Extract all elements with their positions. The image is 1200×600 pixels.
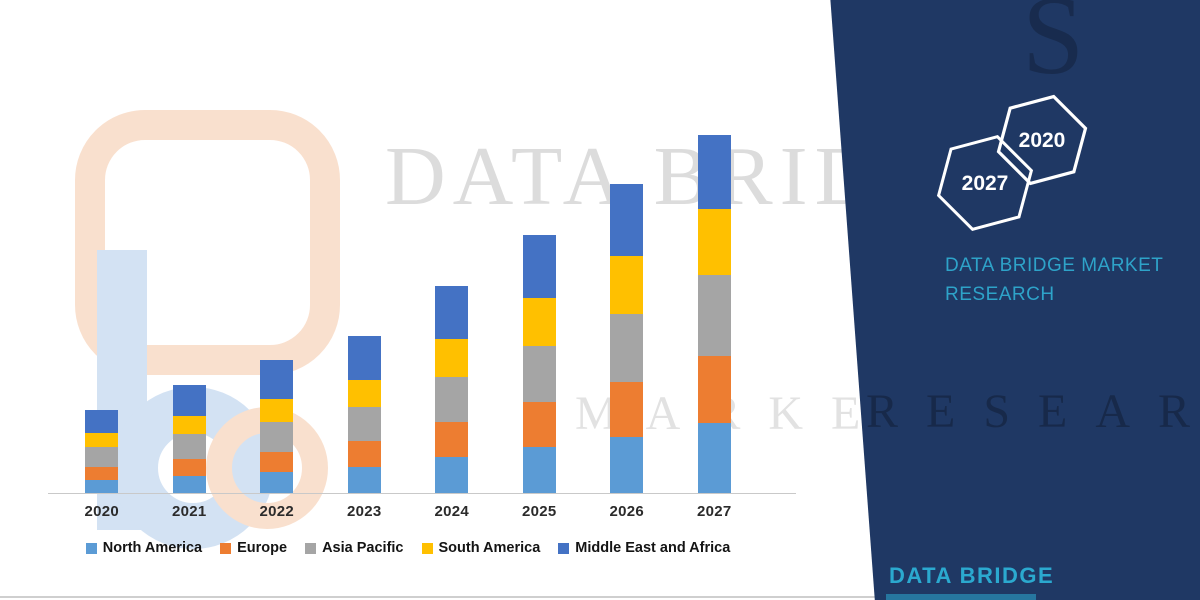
bars-area: 2020 2021 2022 2023 2024 2025 2026 2027 <box>58 0 759 520</box>
stacked-bar <box>610 184 644 493</box>
legend-label: Middle East and Africa <box>575 540 731 556</box>
bar-segment <box>347 467 381 493</box>
bar-segment <box>85 433 119 447</box>
bar-segment <box>85 447 119 467</box>
legend-label: Asia Pacific <box>322 540 404 556</box>
bar-column-2027: 2027 <box>671 0 759 520</box>
stacked-bar <box>522 235 556 493</box>
bar-column-2022: 2022 <box>233 0 321 520</box>
legend-item: Asia Pacific <box>305 540 404 556</box>
bar-column-2023: 2023 <box>321 0 409 520</box>
bar-segment <box>347 336 381 380</box>
x-axis-label: 2027 <box>696 503 732 520</box>
bar-segment <box>85 480 119 493</box>
bar-segment <box>260 472 294 493</box>
bar-segment <box>435 339 469 377</box>
brand-heading: DATA BRIDGE MARKET RESEARCH <box>945 255 1164 305</box>
bar-segment <box>697 135 731 209</box>
bar-segment <box>260 422 294 452</box>
bar-segment <box>260 452 294 472</box>
x-axis-label: 2022 <box>259 503 295 520</box>
legend-label: South America <box>438 540 541 556</box>
legend-swatch <box>220 542 232 554</box>
bar-segment <box>610 314 644 382</box>
bar-segment <box>697 356 731 423</box>
x-axis-label: 2021 <box>171 503 207 520</box>
bar-segment <box>172 385 206 416</box>
bar-segment <box>85 410 119 433</box>
bar-segment <box>522 402 556 447</box>
stacked-bar <box>85 410 119 493</box>
bar-segment <box>522 235 556 298</box>
footer-logo-text: DATA BRIDGE <box>889 563 1055 588</box>
x-axis-label: 2024 <box>434 503 470 520</box>
bar-segment <box>172 476 206 493</box>
bar-segment <box>172 416 206 434</box>
x-axis-label: 2026 <box>609 503 645 520</box>
legend-swatch <box>421 542 433 554</box>
stacked-bar <box>260 360 294 493</box>
legend-label: North America <box>102 540 203 556</box>
bar-segment <box>610 256 644 314</box>
bar-segment <box>347 380 381 407</box>
bar-segment <box>522 298 556 346</box>
chart-legend: North America Europe Asia Pacific South Ame… <box>18 540 798 556</box>
legend-swatch <box>558 542 570 554</box>
x-axis-label: 2023 <box>346 503 382 520</box>
bar-segment <box>435 422 469 457</box>
legend-swatch <box>305 542 317 554</box>
bar-segment <box>435 457 469 493</box>
footer-subtext-sliver <box>886 594 1036 600</box>
x-axis-line <box>48 493 796 494</box>
bar-segment <box>172 459 206 476</box>
bar-segment <box>172 434 206 459</box>
bar-column-2021: 2021 <box>146 0 234 520</box>
x-axis-label: 2025 <box>521 503 557 520</box>
bar-segment <box>522 346 556 402</box>
bar-segment <box>347 441 381 467</box>
bar-segment <box>435 377 469 422</box>
hexagon-year-badges: 2020 2027 <box>936 94 1088 232</box>
bar-segment <box>260 399 294 422</box>
hexagon-2027-outline-icon <box>936 134 1034 232</box>
bar-column-2026: 2026 <box>583 0 671 520</box>
hexagon-2020-outline-icon <box>996 94 1088 186</box>
bar-segment <box>610 382 644 437</box>
stacked-bar <box>172 385 206 493</box>
bar-segment <box>260 360 294 399</box>
bar-column-2024: 2024 <box>408 0 496 520</box>
legend-item: Europe <box>220 540 287 556</box>
bar-segment <box>610 184 644 256</box>
stacked-bar <box>347 336 381 493</box>
bar-segment <box>522 447 556 493</box>
hexagon-year-2027: 2027 <box>962 172 1009 195</box>
legend-item: Middle East and Africa <box>558 540 730 556</box>
legend-item: North America <box>85 540 203 556</box>
bar-segment <box>347 407 381 441</box>
x-axis-label: 2020 <box>84 503 120 520</box>
bar-segment <box>435 286 469 339</box>
bar-segment <box>697 209 731 275</box>
legend-item: South America <box>421 540 541 556</box>
hexagon-year-2020: 2020 <box>1019 129 1066 152</box>
legend-label: Europe <box>237 540 288 556</box>
legend-swatch <box>85 542 97 554</box>
bar-segment <box>85 467 119 480</box>
bar-column-2025: 2025 <box>496 0 584 520</box>
bottom-frame-line <box>0 596 880 598</box>
bar-segment <box>697 275 731 356</box>
footer-logo: DATA BRIDGE <box>845 556 1054 596</box>
bar-column-2020: 2020 <box>58 0 146 520</box>
bar-segment <box>697 423 731 493</box>
stacked-bar <box>697 135 731 493</box>
navy-watermark-letter: S <box>1022 0 1095 98</box>
navy-watermark-research: RESEARCH <box>866 385 1200 438</box>
bar-segment <box>610 437 644 493</box>
stacked-bar <box>435 286 469 493</box>
